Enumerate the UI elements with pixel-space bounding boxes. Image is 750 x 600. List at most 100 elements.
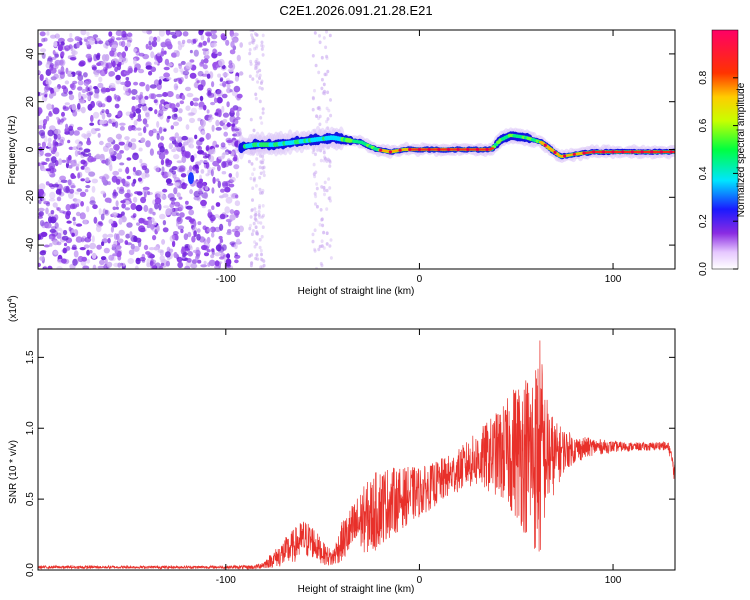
noise-blob [221,161,227,169]
snr-scale-exp: 4 [7,299,14,303]
noise-blob [198,187,202,196]
noise-blob [215,108,222,114]
noise-blob [183,141,189,146]
noise-blob [47,142,52,148]
noise-blob [101,119,107,125]
noise-blob [118,229,125,236]
noise-blob [101,241,105,246]
noise-blob [81,88,87,94]
noise-blob [318,222,322,227]
noise-blob [64,45,71,51]
noise-blob [158,126,163,134]
noise-blob [173,187,178,195]
noise-blob [158,79,162,85]
noise-blob [210,254,215,259]
noise-blob [127,32,133,37]
noise-blob [233,209,240,216]
noise-blob [320,239,324,243]
noise-blob [71,244,77,250]
ridge-dot [388,150,392,154]
noise-blob [175,93,180,100]
noise-blob [259,221,263,225]
noise-blob [206,249,211,253]
ridge-dot [485,147,489,152]
noise-blob [76,188,83,192]
noise-blob [97,82,104,88]
noise-blob [255,242,259,246]
noise-blob [328,244,332,248]
noise-blob [199,236,205,243]
noise-blob [219,223,224,231]
noise-blob [218,235,223,240]
noise-blob [252,128,256,133]
noise-blob [178,196,183,200]
ridge-dot [553,150,557,154]
noise-blob [198,30,204,36]
noise-blob [72,80,78,85]
noise-blob [119,125,125,131]
noise-blob [210,226,216,233]
noise-blob [212,176,216,184]
noise-blob [168,142,173,150]
noise-blob [118,168,123,173]
noise-blob [49,165,54,174]
noise-blob [93,216,98,224]
noise-blob [65,123,69,130]
noise-blob [195,169,199,174]
noise-blob [251,198,254,202]
noise-blob [166,76,172,81]
noise-blob [165,158,170,164]
noise-blob [193,49,199,57]
ridge-dot [630,150,635,154]
noise-blob [67,156,72,164]
noise-blob [149,148,154,156]
noise-blob [142,118,148,125]
noise-blob [38,183,46,191]
noise-blob [94,73,99,78]
spectrogram-plot: -100 0 100 -40 -20 0 20 40 Height of straight l… [7,29,676,297]
noise-blob [63,242,68,247]
noise-blob [38,162,41,167]
noise-blob [134,191,140,195]
noise-blob [213,97,218,104]
noise-blob [207,227,212,233]
ridge-dot [659,150,664,154]
noise-blob [115,200,119,207]
noise-blob [170,125,174,130]
noise-blob [67,37,74,43]
noise-blob [69,188,75,194]
noise-blob [136,127,142,131]
noise-blob [126,175,131,180]
noise-blob [197,221,202,226]
noise-blob [204,31,212,37]
noise-blob [185,124,190,130]
noise-blob [226,101,230,108]
noise-blob [45,157,50,162]
noise-blob [219,213,226,220]
noise-blob [86,31,90,36]
noise-blob [139,158,143,164]
noise-blob [253,244,257,249]
noise-blob [56,116,60,120]
noise-blob [111,44,118,49]
noise-blob [208,116,214,120]
noise-blob [230,41,235,48]
noise-blob [84,237,92,243]
noise-blob [158,30,165,37]
noise-blob [83,80,90,87]
noise-blob [139,95,143,99]
noise-blob [118,141,125,146]
noise-blob [48,198,56,202]
noise-blob [86,130,92,138]
snr-scale-note: (x104) [7,295,19,322]
noise-blob [319,208,323,212]
noise-blob [254,218,258,222]
noise-blob [147,216,152,220]
noise-blob [185,200,189,205]
noise-blob [185,216,192,220]
ridge-hot [490,147,495,150]
noise-blob [254,66,257,71]
noise-blob [262,165,266,170]
noise-blob [145,140,151,148]
noise-blob [85,185,91,189]
